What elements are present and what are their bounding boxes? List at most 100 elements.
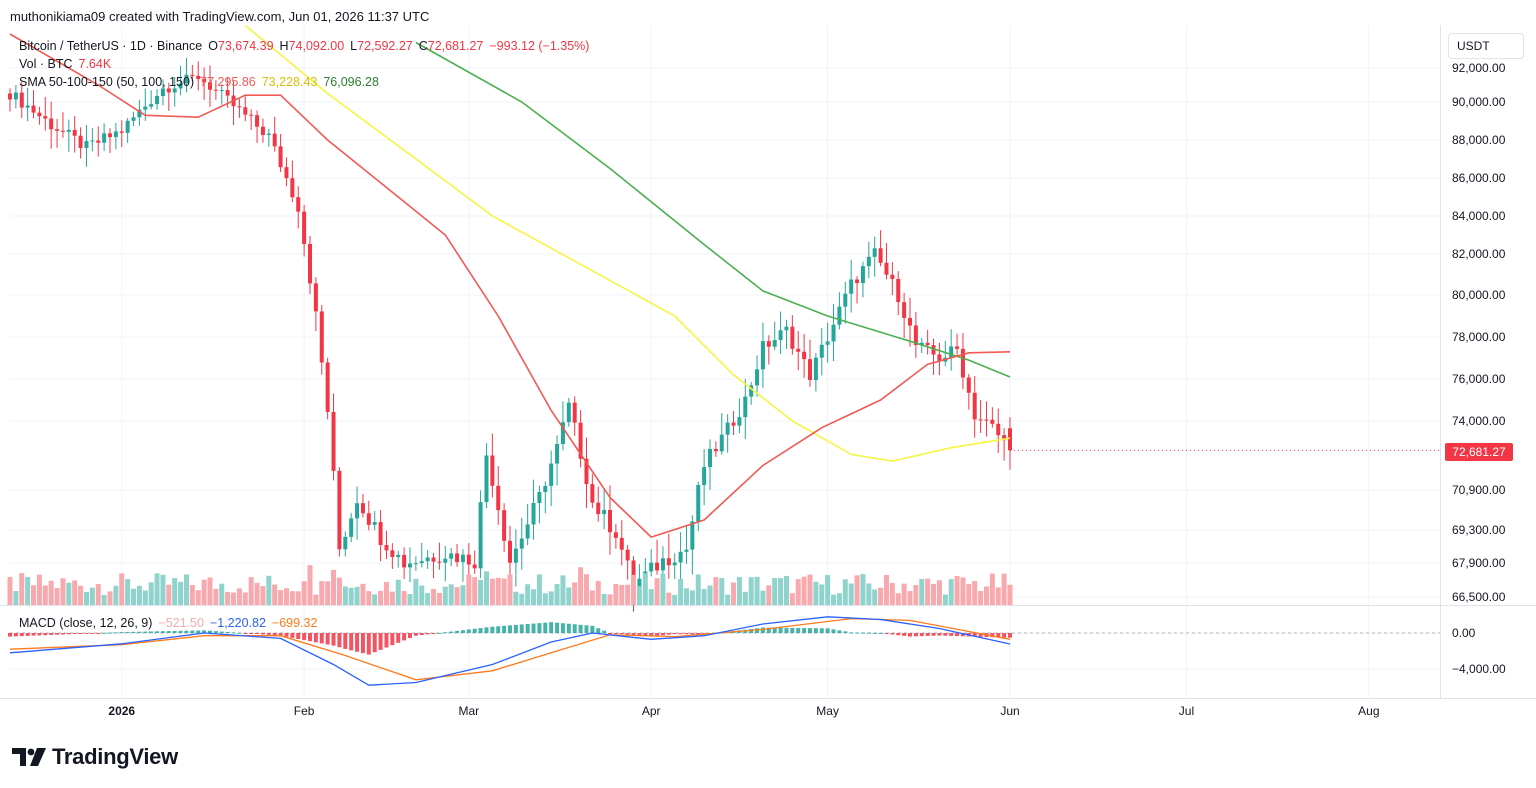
price-axis: 92,000.00 90,000.00 88,000.00 86,000.00 84,0… <box>1452 61 1506 676</box>
macd-hist-bar <box>231 632 236 634</box>
volume-bar <box>731 582 737 605</box>
macd-hist-bar <box>602 630 607 633</box>
volume-bar <box>889 582 895 605</box>
candle <box>678 551 683 563</box>
sma150-line <box>415 41 1011 378</box>
volume-label[interactable]: Vol · BTC <box>19 57 73 71</box>
macd-legend: MACD (close, 12, 26, 9) −521.50 −1,220.82−… <box>19 616 323 630</box>
macd-hist-bar <box>160 631 165 633</box>
macd-hist-bar <box>437 632 442 634</box>
volume-bar <box>666 592 672 605</box>
volume-bar <box>654 578 660 605</box>
macd-hist-bar <box>149 631 154 633</box>
macd-hist-bar <box>496 626 501 633</box>
volume-bar <box>154 573 160 605</box>
macd-hist-bar <box>319 633 324 644</box>
candle <box>960 348 965 378</box>
volume-bar <box>107 591 113 605</box>
volume-bar <box>336 577 342 605</box>
volume-bar <box>283 588 289 605</box>
volume-bar <box>25 577 31 605</box>
candle <box>466 554 471 565</box>
volume-bar <box>995 587 1001 605</box>
candle <box>955 346 960 349</box>
candle <box>902 302 907 318</box>
candle <box>708 448 712 468</box>
currency-selector[interactable]: USDT <box>1448 33 1524 59</box>
sma-label[interactable]: SMA 50-100-150 (50, 100, 150) <box>19 75 195 89</box>
price-axis-label: 66,500.00 <box>1452 590 1506 604</box>
macd-hist-bar <box>196 630 201 633</box>
candle <box>825 341 830 345</box>
macd-hist-bar <box>819 628 824 633</box>
candle <box>60 130 65 132</box>
macd-hist-bar <box>625 633 630 635</box>
macd-hist-bar <box>672 633 677 635</box>
chart-credit: muthonikiama09 created with TradingView.… <box>10 9 430 24</box>
candle <box>578 422 583 459</box>
candle <box>37 112 42 117</box>
candle <box>925 342 930 346</box>
macd-hist-bar <box>443 632 448 634</box>
candle <box>502 510 507 541</box>
macd-hist-bar <box>137 631 142 633</box>
candle <box>478 502 483 569</box>
sma-legend: SMA 50-100-150 (50, 100, 150) 77,295.86 73… <box>19 75 385 89</box>
candle <box>49 118 54 130</box>
volume-bar <box>589 590 595 605</box>
macd-hist-bar <box>860 632 865 634</box>
candle <box>808 359 812 381</box>
macd-hist-bar <box>184 630 189 633</box>
volume-bar <box>672 594 678 605</box>
volume-bar <box>619 584 625 605</box>
macd-hist-bar <box>396 633 401 643</box>
volume-bar <box>907 591 913 605</box>
volume-bar <box>772 577 778 605</box>
candle <box>543 485 548 492</box>
macd-hist-bar <box>678 633 683 635</box>
volume-bar <box>789 593 795 605</box>
candle <box>896 278 901 303</box>
macd-hist-bar <box>655 633 660 636</box>
macd-hist-bar <box>896 633 901 636</box>
price-axis-label: 84,000.00 <box>1452 209 1506 223</box>
macd-hist-bar <box>766 627 771 633</box>
macd-hist-bar <box>349 633 354 651</box>
candle <box>402 554 407 568</box>
macd-hist-bar <box>802 628 807 633</box>
macd-hist-bar <box>666 633 671 635</box>
candle <box>996 423 1001 436</box>
volume-bar <box>231 592 237 605</box>
candle <box>431 557 436 562</box>
macd-hist-bar <box>266 633 271 635</box>
volume-bar <box>166 584 172 605</box>
candle <box>260 126 265 135</box>
candle <box>284 167 289 179</box>
macd-hist-bar <box>690 633 695 635</box>
tradingview-logo[interactable]: TradingView <box>12 744 178 770</box>
candle <box>602 509 607 515</box>
candle <box>243 107 248 115</box>
volume-bar <box>95 584 101 605</box>
symbol-name[interactable]: Bitcoin / TetherUS · 1D · Binance <box>19 39 203 53</box>
candle <box>760 341 765 370</box>
macd-hist-bar <box>855 632 860 634</box>
macd-hist-bar <box>490 626 495 633</box>
macd-label[interactable]: MACD (close, 12, 26, 9) <box>19 616 153 630</box>
volume-bar <box>54 587 60 605</box>
macd-hist-bar <box>502 625 507 633</box>
candle <box>666 558 671 566</box>
volume-bar <box>219 583 225 605</box>
volume-bar <box>242 592 248 605</box>
sma150-value: 76,096.28 <box>323 75 379 89</box>
macd-hist-bar <box>19 633 24 637</box>
volume-bar <box>348 587 354 605</box>
volume-bar <box>7 576 13 605</box>
macd-hist-bar <box>208 630 212 633</box>
candle <box>84 141 89 149</box>
volume-bar <box>795 579 801 605</box>
macd-hist-bar <box>525 624 530 633</box>
macd-hist-bar <box>913 633 918 637</box>
candle <box>796 348 801 352</box>
